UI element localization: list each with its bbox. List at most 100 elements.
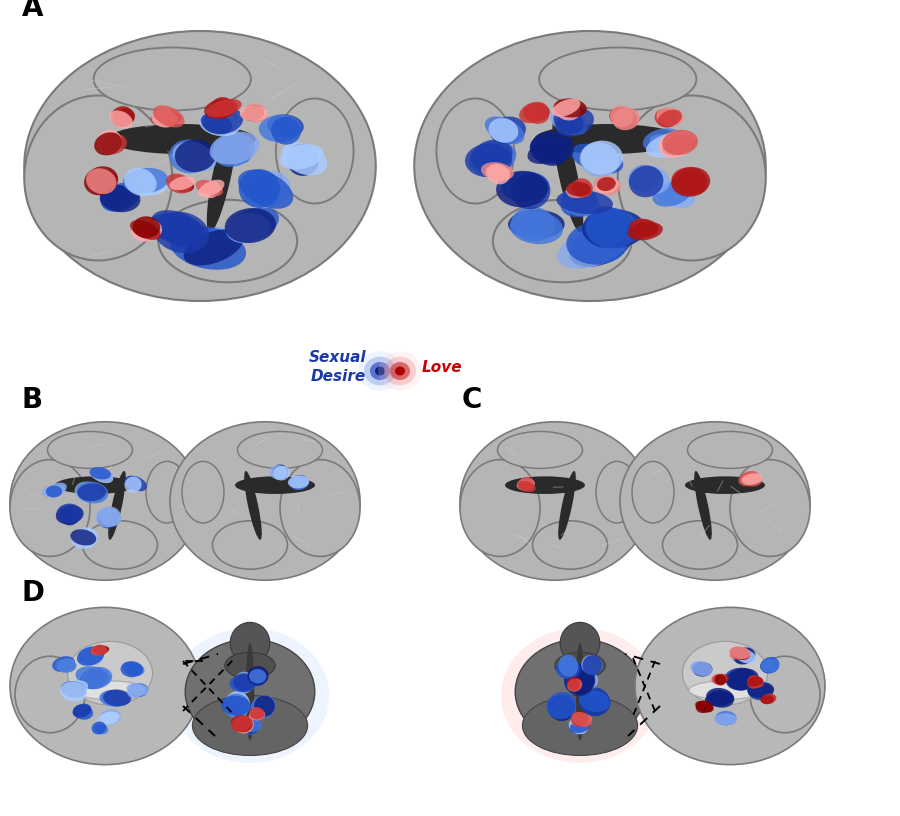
Ellipse shape (572, 712, 592, 727)
Ellipse shape (86, 168, 116, 194)
Ellipse shape (244, 104, 267, 122)
Ellipse shape (146, 461, 188, 523)
Ellipse shape (481, 162, 514, 180)
Ellipse shape (546, 692, 576, 720)
Ellipse shape (730, 459, 810, 557)
Ellipse shape (75, 481, 102, 503)
Ellipse shape (148, 213, 205, 244)
Ellipse shape (533, 521, 608, 570)
Ellipse shape (643, 128, 684, 153)
Ellipse shape (94, 47, 251, 110)
Ellipse shape (662, 130, 698, 155)
Ellipse shape (580, 142, 619, 177)
Ellipse shape (241, 717, 260, 734)
Ellipse shape (522, 695, 637, 756)
Text: A: A (22, 0, 43, 22)
Ellipse shape (93, 645, 107, 655)
Ellipse shape (547, 695, 572, 718)
Ellipse shape (597, 177, 616, 191)
Ellipse shape (511, 206, 555, 242)
Ellipse shape (716, 713, 737, 725)
Ellipse shape (569, 718, 589, 734)
Ellipse shape (122, 168, 168, 193)
Ellipse shape (171, 628, 329, 763)
Ellipse shape (206, 99, 242, 118)
Ellipse shape (527, 138, 571, 164)
Ellipse shape (207, 115, 238, 233)
Ellipse shape (99, 709, 121, 725)
Ellipse shape (212, 521, 287, 570)
Ellipse shape (510, 173, 551, 209)
Ellipse shape (127, 170, 169, 196)
Ellipse shape (222, 694, 249, 718)
Ellipse shape (580, 690, 611, 716)
Ellipse shape (579, 690, 610, 712)
Ellipse shape (124, 477, 141, 493)
Ellipse shape (193, 695, 308, 756)
Ellipse shape (290, 475, 309, 490)
Ellipse shape (557, 659, 581, 677)
Ellipse shape (10, 607, 200, 765)
Ellipse shape (253, 696, 275, 715)
Ellipse shape (70, 530, 96, 545)
Ellipse shape (124, 168, 157, 196)
Ellipse shape (460, 459, 540, 557)
Ellipse shape (554, 99, 587, 118)
Ellipse shape (568, 665, 594, 694)
Ellipse shape (716, 711, 736, 724)
Ellipse shape (690, 661, 713, 676)
Ellipse shape (460, 422, 650, 580)
Ellipse shape (81, 667, 112, 689)
Ellipse shape (726, 668, 759, 690)
Ellipse shape (489, 118, 518, 143)
Ellipse shape (122, 662, 144, 675)
Ellipse shape (292, 477, 309, 490)
Ellipse shape (370, 362, 390, 380)
Ellipse shape (567, 679, 582, 692)
Ellipse shape (127, 683, 148, 696)
Ellipse shape (127, 685, 145, 698)
Ellipse shape (564, 664, 595, 696)
Ellipse shape (201, 180, 220, 198)
Ellipse shape (246, 643, 255, 740)
Ellipse shape (83, 521, 158, 570)
Ellipse shape (558, 654, 578, 676)
Ellipse shape (610, 105, 634, 127)
Ellipse shape (652, 181, 692, 207)
Ellipse shape (73, 707, 91, 717)
Ellipse shape (73, 704, 94, 720)
Ellipse shape (730, 647, 750, 660)
Ellipse shape (517, 478, 535, 490)
Ellipse shape (92, 721, 106, 734)
Ellipse shape (505, 477, 585, 494)
Ellipse shape (485, 164, 511, 180)
Ellipse shape (71, 530, 97, 548)
Ellipse shape (242, 718, 257, 734)
Ellipse shape (620, 422, 810, 580)
Ellipse shape (629, 165, 660, 191)
Ellipse shape (738, 471, 760, 486)
Ellipse shape (629, 219, 659, 237)
Ellipse shape (121, 661, 143, 677)
Ellipse shape (692, 662, 710, 676)
Ellipse shape (627, 165, 670, 195)
Ellipse shape (724, 668, 751, 685)
Ellipse shape (95, 507, 121, 527)
Ellipse shape (212, 133, 255, 167)
Ellipse shape (154, 211, 209, 253)
Ellipse shape (556, 658, 580, 679)
Ellipse shape (558, 471, 576, 540)
Ellipse shape (89, 467, 111, 480)
Ellipse shape (248, 668, 266, 686)
Ellipse shape (80, 668, 107, 690)
Ellipse shape (493, 200, 632, 282)
Ellipse shape (158, 200, 297, 282)
Ellipse shape (124, 663, 145, 676)
Ellipse shape (539, 47, 697, 110)
Ellipse shape (235, 477, 315, 494)
Ellipse shape (169, 140, 210, 173)
Ellipse shape (384, 357, 416, 385)
Ellipse shape (151, 109, 177, 127)
Ellipse shape (90, 469, 112, 481)
Ellipse shape (132, 216, 160, 238)
